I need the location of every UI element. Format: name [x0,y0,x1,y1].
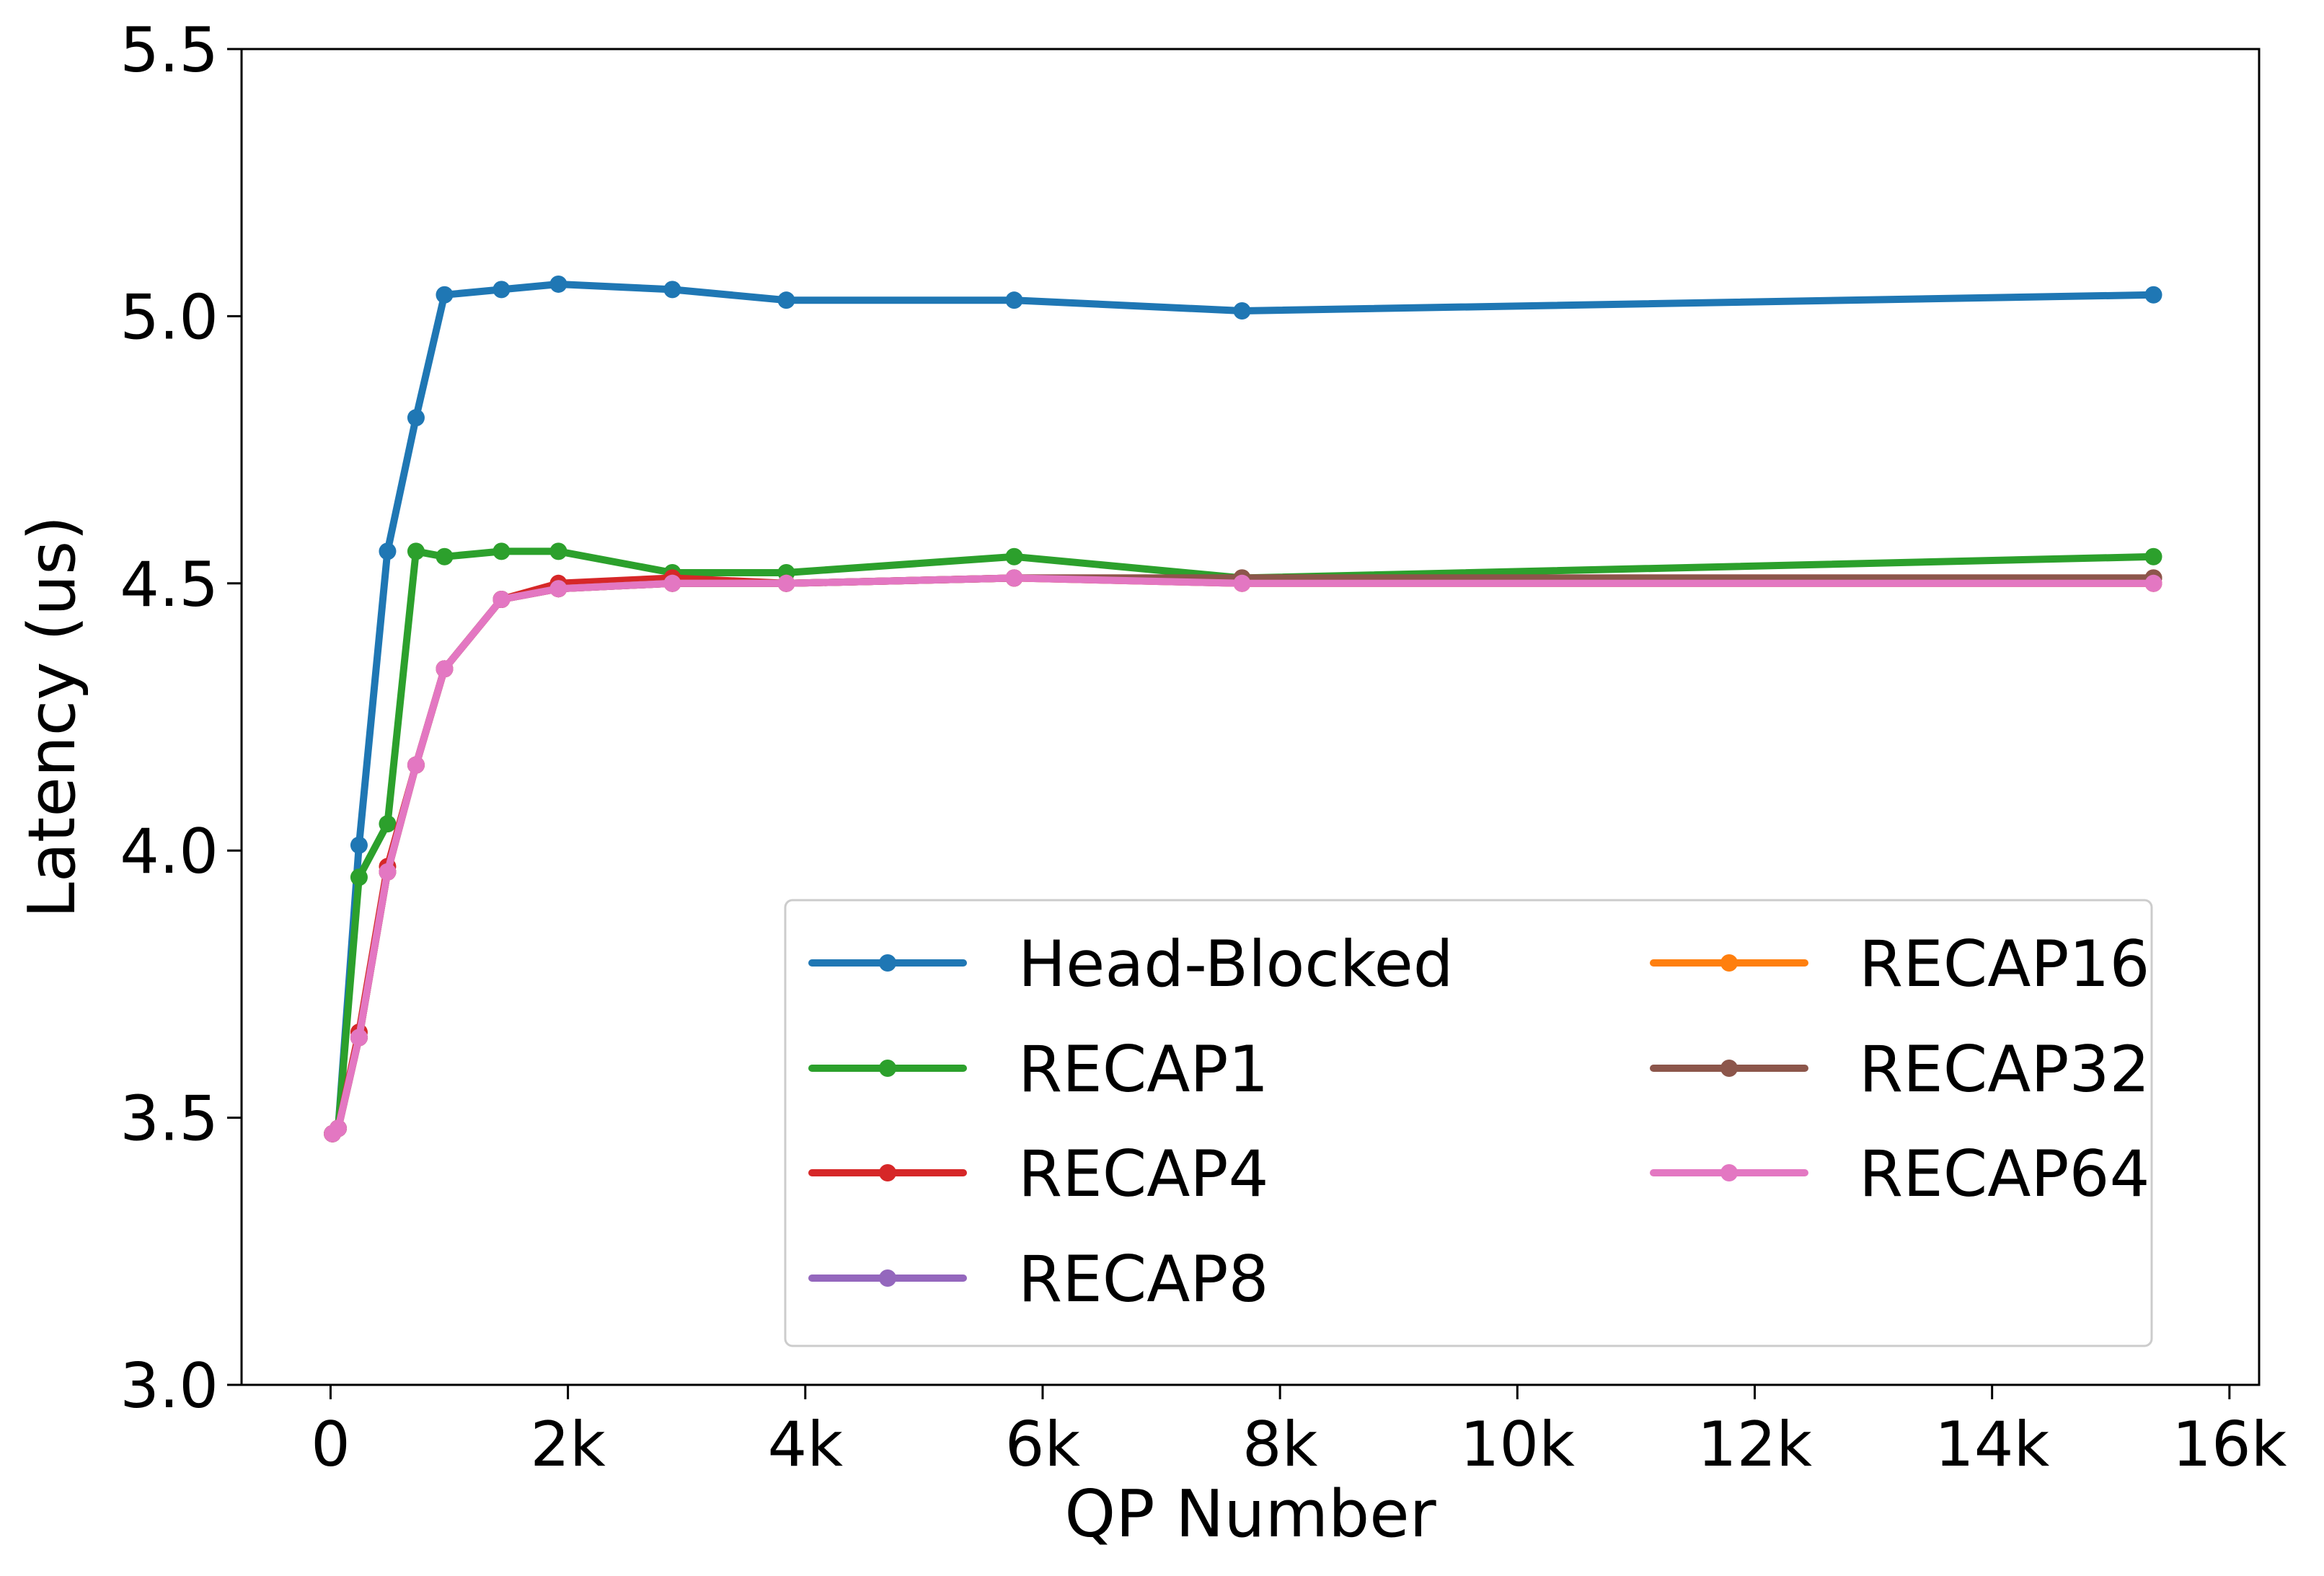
plot-frame [240,48,2261,1386]
legend-entry: RECAP64 [1650,1137,2150,1211]
data-point [663,281,681,299]
legend-entry: Head-Blocked [808,927,1454,1001]
legend-swatch-marker [879,954,896,972]
legend-entry: RECAP16 [1650,927,2150,1001]
legend-label: RECAP8 [1018,1242,1268,1316]
data-point [379,542,397,560]
legend-entry: RECAP1 [808,1032,1268,1106]
x-tick-label: 14k [1935,1409,2049,1481]
y-tick-label: 4.5 [120,549,218,621]
data-point [549,542,567,560]
data-point [492,281,511,299]
x-tick-label: 16k [2172,1409,2287,1481]
series-layer [324,275,2162,1143]
x-tick-label: 8k [1242,1409,1318,1481]
data-point [407,409,425,427]
legend: Head-Blocked RECAP1 RECAP4 RECAP8 RECAP16 REC… [784,899,2153,1347]
x-axis-label: QP Number [1064,1476,1436,1552]
legend-entry: RECAP8 [808,1242,1268,1316]
data-point [663,574,681,592]
data-point [1233,574,1251,592]
data-point [549,275,567,293]
data-point [1233,301,1251,320]
legend-label: Head-Blocked [1018,927,1454,1001]
data-point [436,286,454,304]
data-point [436,660,454,678]
x-tick-label: 4k [768,1409,844,1481]
data-point [2144,547,2162,565]
legend-swatch-marker [879,1060,896,1077]
x-tick-label: 2k [530,1409,606,1481]
x-tick-label: 6k [1005,1409,1081,1481]
legend-swatch-marker [879,1269,896,1287]
series-recap64 [324,569,2162,1143]
x-tick-label: 10k [1460,1409,1575,1481]
data-point [407,756,425,774]
legend-label: RECAP4 [1018,1137,1268,1211]
data-point [492,542,511,560]
legend-swatch-marker [879,1164,896,1181]
data-point [436,547,454,565]
legend-entry: RECAP32 [1650,1032,2150,1106]
data-point [1005,291,1023,309]
legend-label: RECAP32 [1859,1032,2150,1106]
data-point [407,542,425,560]
data-point [492,591,511,609]
y-tick-label: 3.5 [120,1083,218,1155]
data-point [379,863,397,881]
data-point [777,574,795,592]
legend-entry: RECAP4 [808,1137,1268,1211]
data-point [379,815,397,833]
legend-label: RECAP16 [1859,927,2150,1001]
data-point [329,1119,347,1137]
data-point [549,580,567,598]
y-tick-label: 3.0 [120,1350,218,1422]
data-point [350,1029,368,1047]
data-point [2144,574,2162,592]
y-tick-label: 5.0 [120,281,218,353]
legend-label: RECAP64 [1859,1137,2150,1211]
legend-swatch-marker [1720,954,1738,972]
data-point [2144,286,2162,304]
x-axis-ticks: 0 2k 4k 6k 8k 10k 12k 14k 16k [311,1385,2287,1481]
x-tick-label: 12k [1697,1409,1812,1481]
legend-swatch-marker [1720,1060,1738,1077]
y-tick-label: 4.0 [120,816,218,888]
legend-label: RECAP1 [1018,1032,1268,1106]
legend-frame [784,899,2153,1347]
legend-swatch-marker [1720,1164,1738,1181]
data-point [777,291,795,309]
y-axis-ticks: 3.0 3.5 4.0 4.5 5.0 5.5 [120,14,242,1422]
data-point [1005,547,1023,565]
y-axis-label: Latency (us) [14,516,90,919]
data-point [350,836,368,854]
x-tick-label: 0 [311,1409,350,1481]
data-point [350,868,368,886]
y-tick-label: 5.5 [120,14,218,87]
data-point [1005,569,1023,587]
